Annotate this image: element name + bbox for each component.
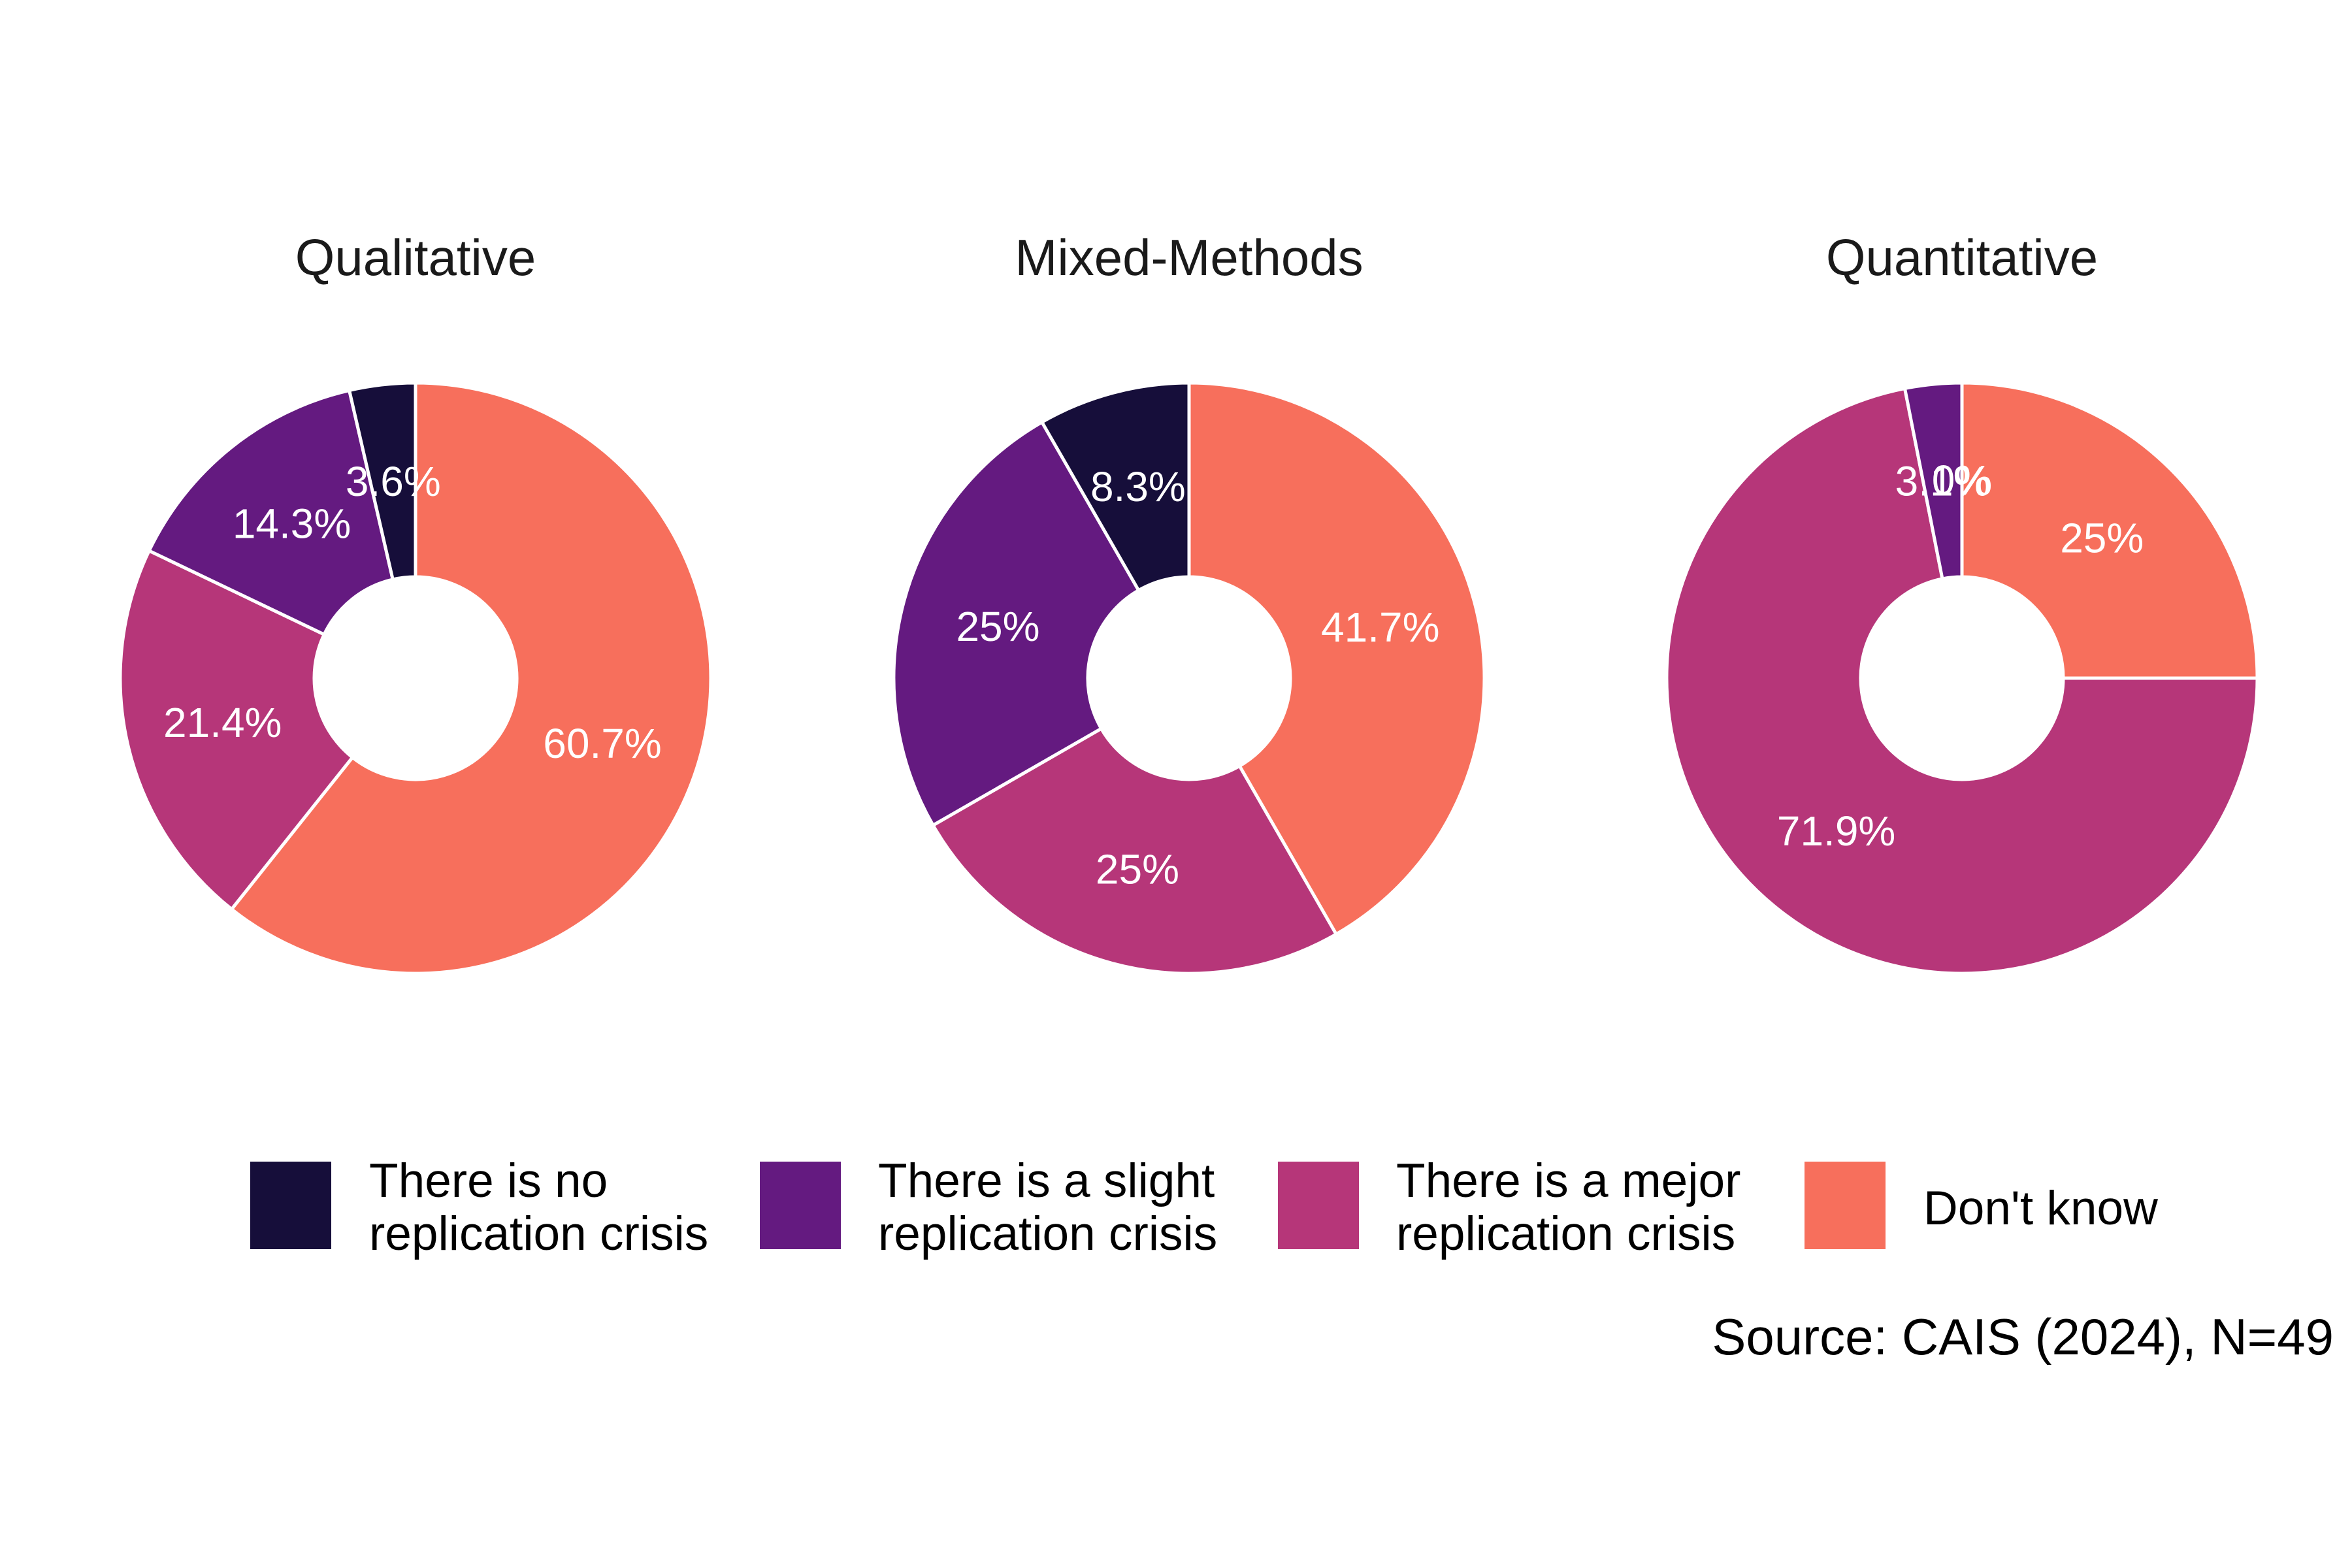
slice-label-quantitative-major-crisis: 71.9%	[1777, 808, 1895, 855]
slice-quantitative-major-crisis	[1665, 386, 2259, 975]
donut-panel-qualitative: Qualitative 60.7% 21.4% 14.3%3.6%	[118, 229, 713, 975]
legend-label-major-crisis-line1: There is a mejor	[1396, 1154, 1740, 1207]
legend-label-no-crisis-line2: replication crisis	[369, 1207, 708, 1260]
slice-label-mixed-methods-no-crisis: 8.3%	[1090, 463, 1186, 510]
legend-item-dont-know: Don't know	[1805, 1162, 2158, 1249]
slice-label-quantitative-slight-crisis: 3.1%	[1895, 457, 1991, 504]
slice-quantitative-dont-know	[1960, 381, 2259, 680]
slice-label-mixed-methods-slight-crisis: 25%	[956, 603, 1039, 650]
slice-label-mixed-methods-major-crisis: 25%	[1096, 846, 1179, 893]
slice-mixed-methods-major-crisis	[930, 726, 1339, 975]
legend-swatch-slight-crisis	[760, 1162, 841, 1249]
legend-swatch-dont-know	[1805, 1162, 1886, 1249]
legend: There is no replication crisis There is …	[250, 1154, 2158, 1260]
legend-label-no-crisis-line1: There is no	[369, 1154, 608, 1207]
source-caption: Source: CAIS (2024), N=49	[1712, 1308, 2334, 1365]
slice-qualitative-dont-know	[229, 381, 713, 975]
slice-qualitative-major-crisis	[118, 548, 355, 912]
legend-item-slight-crisis: There is a slight replication crisis	[760, 1154, 1217, 1260]
slice-label-qualitative-no-crisis: 3.6%	[346, 458, 441, 505]
slice-label-mixed-methods-dont-know: 41.7%	[1321, 604, 1439, 651]
slice-qualitative-slight-crisis	[146, 388, 395, 637]
slice-quantitative-slight-crisis	[1903, 381, 1964, 581]
slice-qualitative-no-crisis	[347, 381, 417, 581]
legend-item-no-crisis: There is no replication crisis	[250, 1154, 708, 1260]
slice-label-qualitative-dont-know: 60.7%	[543, 720, 661, 767]
slice-label-qualitative-major-crisis: 21.4%	[163, 699, 282, 746]
legend-label-slight-crisis-line2: replication crisis	[878, 1207, 1217, 1260]
slice-label-quantitative-no-crisis: 0%	[1932, 457, 1993, 504]
legend-label-dont-know: Don't know	[1923, 1182, 2158, 1235]
donut-panel-quantitative: Quantitative 25% 71.9% 3.1%0%	[1665, 229, 2259, 975]
panel-title-mixed-methods: Mixed-Methods	[1015, 229, 1363, 286]
chart-panels: Qualitative 60.7% 21.4% 14.3%3.6% Mixed-Meth…	[118, 229, 2259, 975]
legend-swatch-major-crisis	[1278, 1162, 1359, 1249]
legend-label-major-crisis-line2: replication crisis	[1396, 1207, 1735, 1260]
panel-title-qualitative: Qualitative	[295, 229, 536, 286]
slice-label-quantitative-dont-know: 25%	[2060, 515, 2144, 562]
slice-mixed-methods-dont-know	[1187, 381, 1486, 937]
legend-label-slight-crisis-line1: There is a slight	[878, 1154, 1215, 1207]
legend-swatch-no-crisis	[250, 1162, 331, 1249]
legend-item-major-crisis: There is a mejor replication crisis	[1278, 1154, 1740, 1260]
slice-mixed-methods-no-crisis	[1039, 381, 1191, 593]
slice-mixed-methods-slight-crisis	[892, 419, 1141, 828]
slice-label-qualitative-slight-crisis: 14.3%	[233, 500, 351, 547]
donut-panel-mixed-methods: Mixed-Methods 41.7% 25% 25% 8.3%	[892, 229, 1486, 975]
panel-title-quantitative: Quantitative	[1826, 229, 2098, 286]
